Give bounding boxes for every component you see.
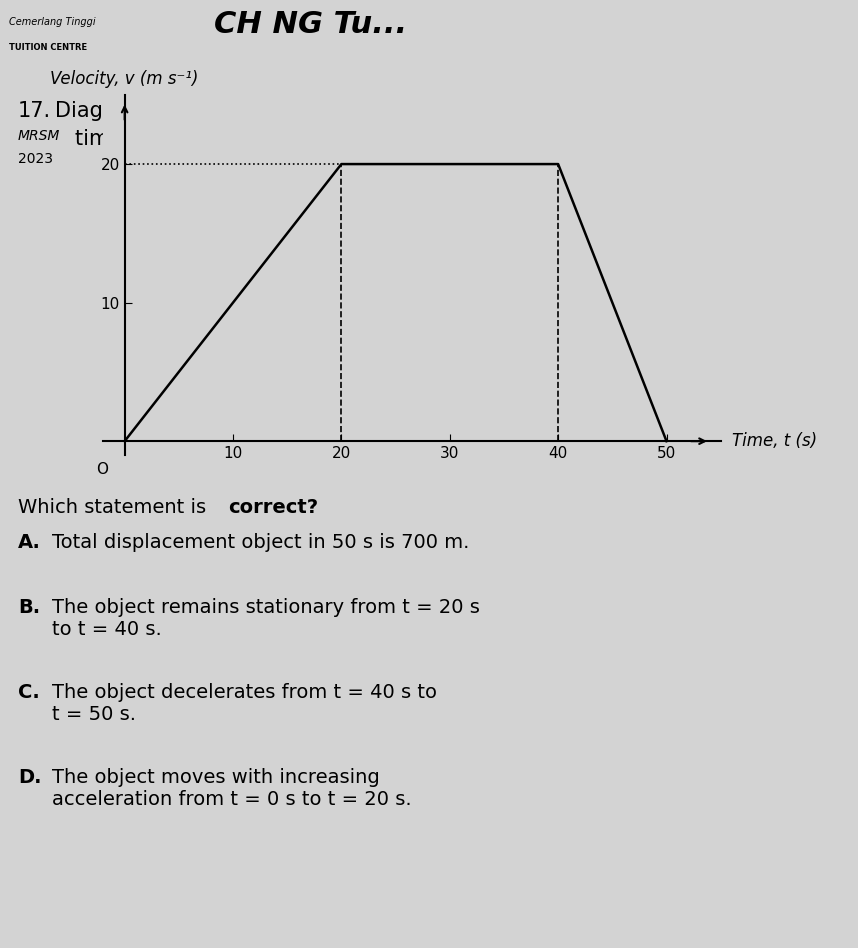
Text: B.: B.: [18, 598, 40, 617]
Text: Time, t (s): Time, t (s): [732, 432, 817, 450]
Text: Cemerlang Tinggi: Cemerlang Tinggi: [9, 16, 95, 27]
Text: MRSM: MRSM: [18, 129, 60, 142]
Text: Velocity, v (m s⁻¹): Velocity, v (m s⁻¹): [51, 70, 199, 88]
Text: A.: A.: [18, 534, 41, 553]
Text: to t = 40 s.: to t = 40 s.: [52, 620, 162, 639]
Text: t = 50 s.: t = 50 s.: [52, 705, 136, 724]
Text: acceleration from t = 0 s to t = 20 s.: acceleration from t = 0 s to t = 20 s.: [52, 790, 412, 809]
Text: The object decelerates from t = 40 s to: The object decelerates from t = 40 s to: [52, 684, 437, 702]
Text: The object moves with increasing: The object moves with increasing: [52, 768, 380, 787]
Text: correct?: correct?: [228, 499, 318, 518]
Text: Diagram 2 shows a graph of velocity, v against: Diagram 2 shows a graph of velocity, v a…: [55, 100, 547, 120]
Text: CH NG Tu...: CH NG Tu...: [214, 10, 408, 39]
Text: D.: D.: [18, 768, 41, 787]
Text: 2023: 2023: [18, 152, 53, 166]
Text: TUITION CENTRE: TUITION CENTRE: [9, 43, 87, 52]
Text: Which statement is: Which statement is: [18, 499, 213, 518]
Text: C.: C.: [18, 684, 39, 702]
Text: O: O: [96, 462, 108, 477]
Text: time, t of an object.: time, t of an object.: [75, 129, 281, 149]
Text: 17.: 17.: [18, 100, 51, 120]
Text: The object remains stationary from t = 20 s: The object remains stationary from t = 2…: [52, 598, 480, 617]
Text: Total displacement object in 50 s is 700 m.: Total displacement object in 50 s is 700…: [52, 534, 469, 553]
